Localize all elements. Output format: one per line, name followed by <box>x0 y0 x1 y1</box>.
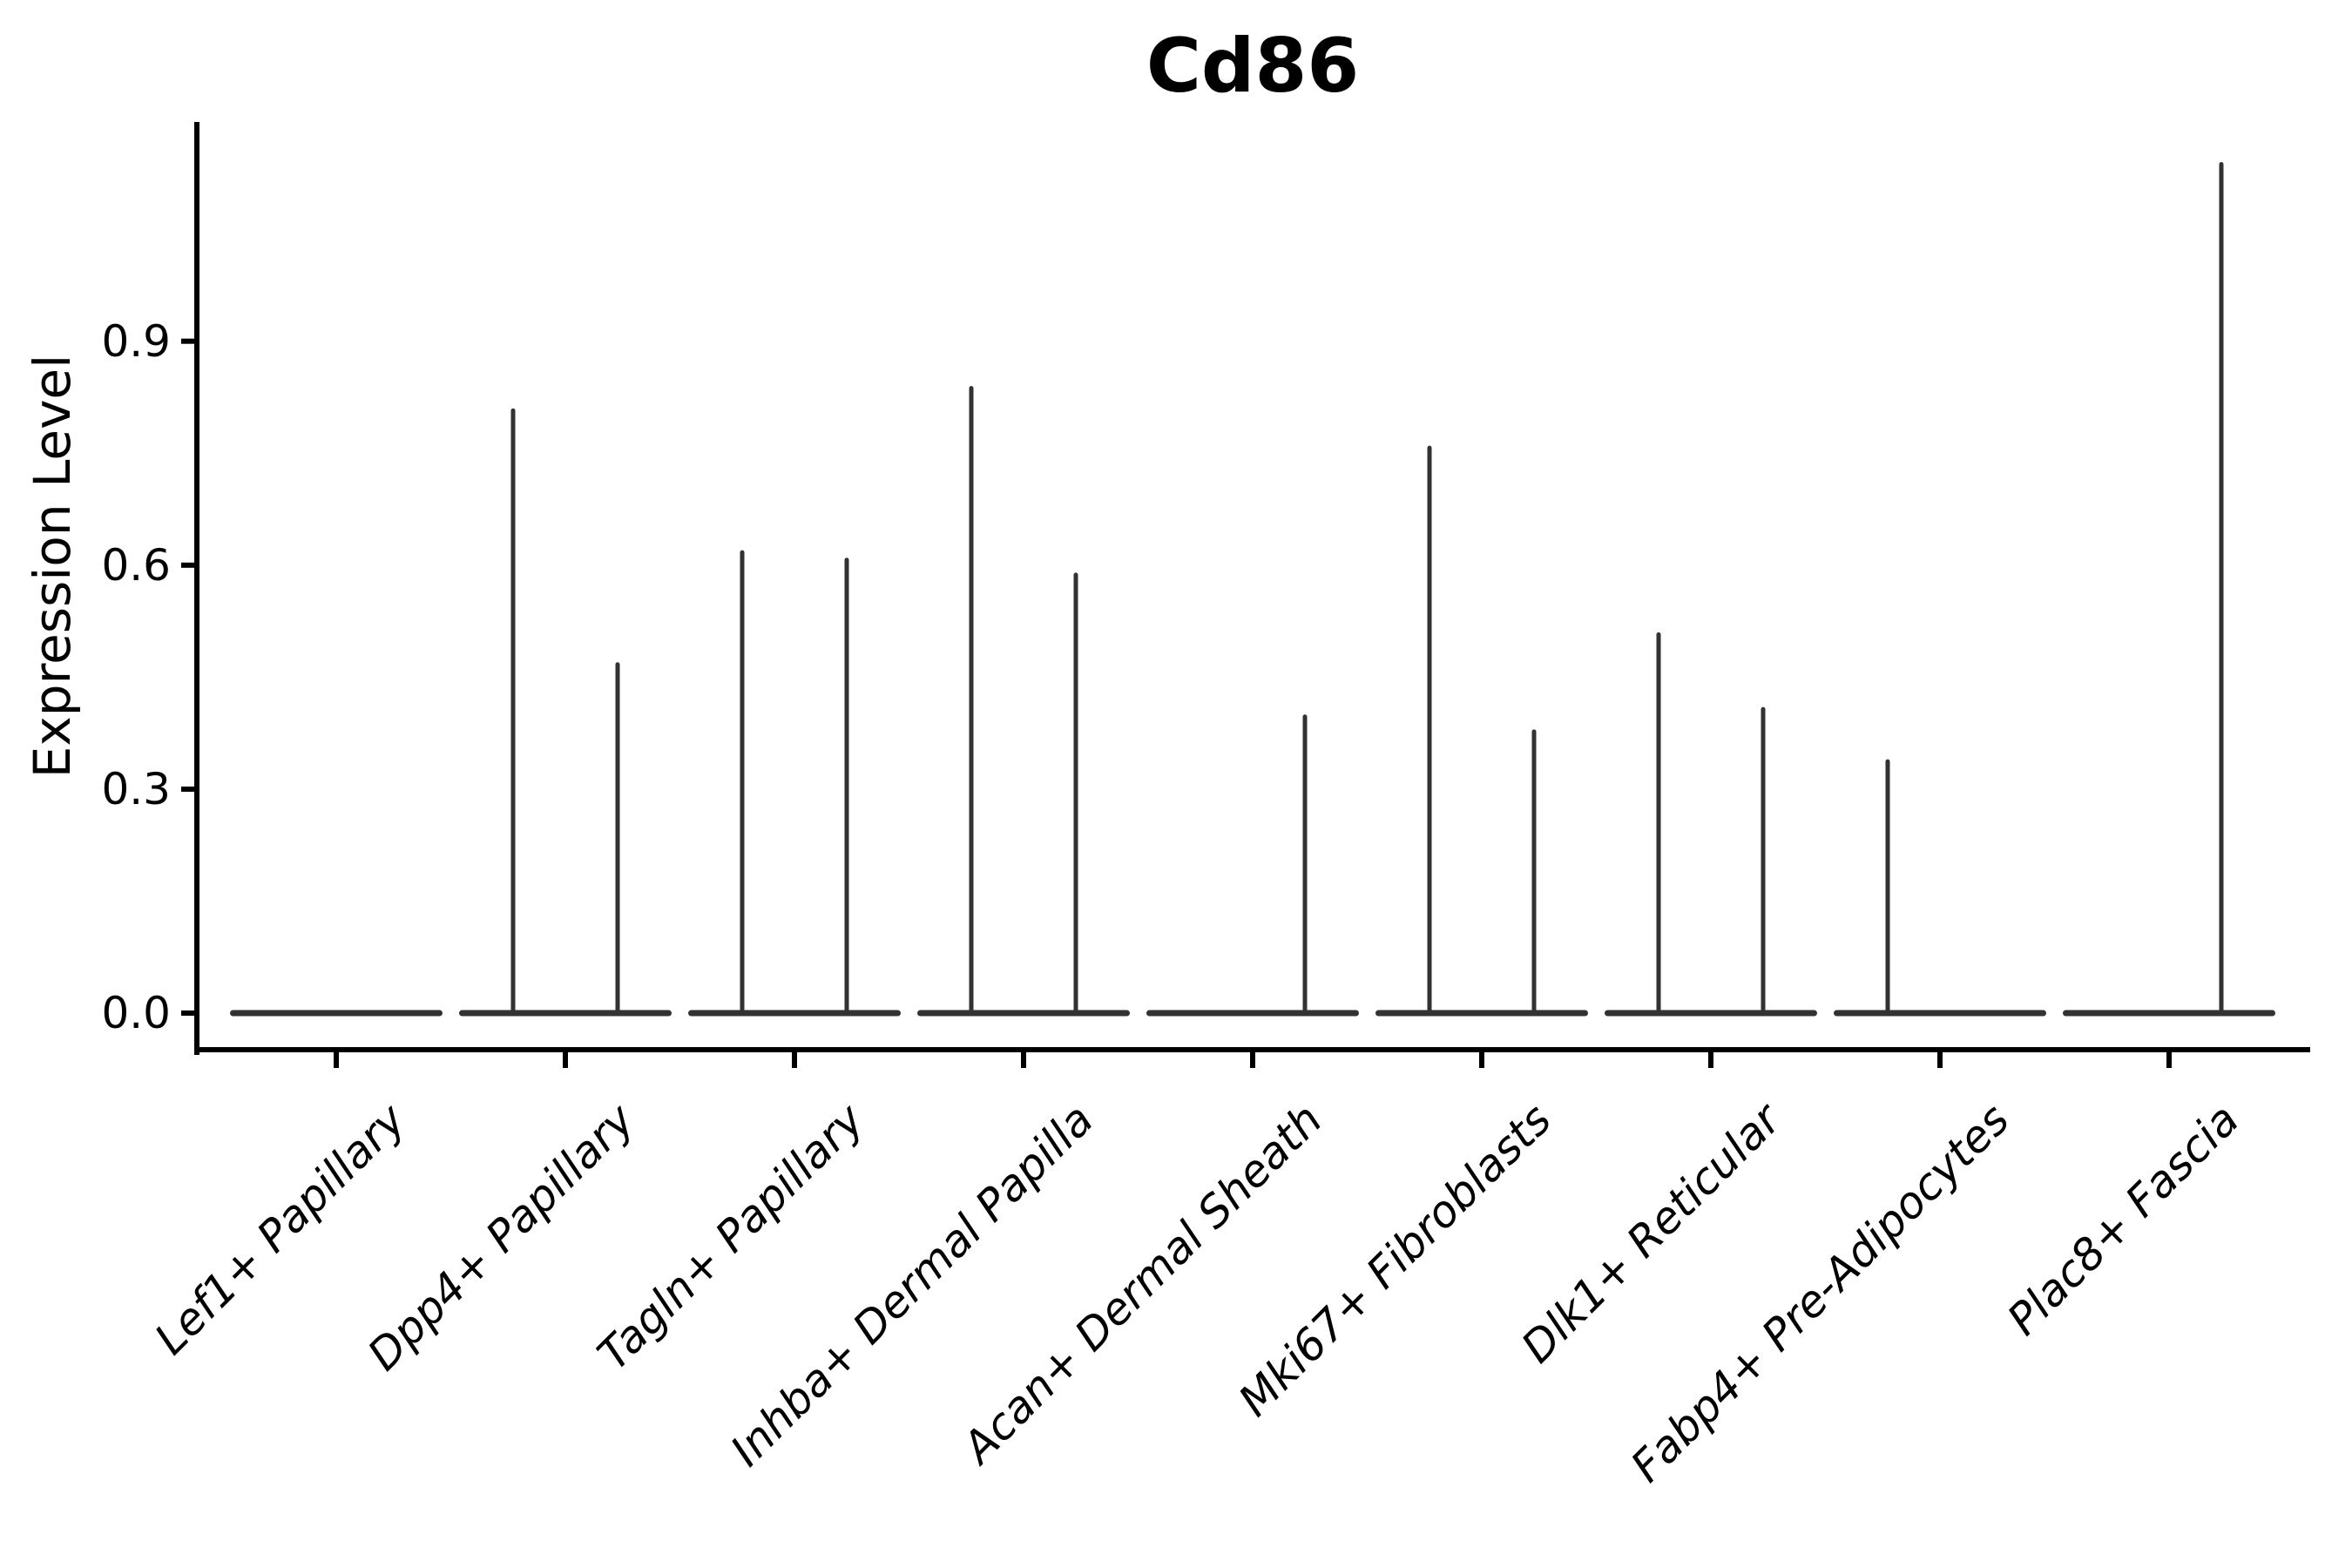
violin-spike-right <box>1302 714 1308 1013</box>
violin-spike-right <box>615 662 620 1013</box>
violin-spike-right <box>1073 572 1078 1013</box>
violin-spike-left <box>1885 759 1890 1013</box>
violin-baseline <box>230 1010 443 1017</box>
violin-baseline <box>1146 1010 1359 1017</box>
violin-spike-right <box>1761 706 1766 1013</box>
violin-spike-right <box>2219 162 2224 1013</box>
y-tick-label: 0.3 <box>101 763 171 814</box>
violin-spike-right <box>844 558 849 1013</box>
violin-baseline <box>917 1010 1130 1017</box>
violin-baseline <box>1375 1010 1588 1017</box>
violin-baseline <box>688 1010 901 1017</box>
violin-spike-left <box>1656 632 1661 1013</box>
violin-baseline <box>459 1010 672 1017</box>
chart-title: Cd86 <box>1146 23 1360 110</box>
violin-spike-left <box>969 386 974 1013</box>
violin-spike-right <box>1531 729 1537 1013</box>
violin-baseline <box>1834 1010 2046 1017</box>
violin-spike-left <box>740 550 745 1013</box>
y-tick-label: 0.9 <box>101 315 171 367</box>
violin-baseline <box>1605 1010 1817 1017</box>
y-tick-label: 0.0 <box>101 988 171 1038</box>
violin-spike-left <box>1427 445 1432 1013</box>
y-tick-label: 0.6 <box>101 539 171 591</box>
violin-baseline <box>2063 1010 2275 1017</box>
violin-spike-left <box>510 408 516 1014</box>
